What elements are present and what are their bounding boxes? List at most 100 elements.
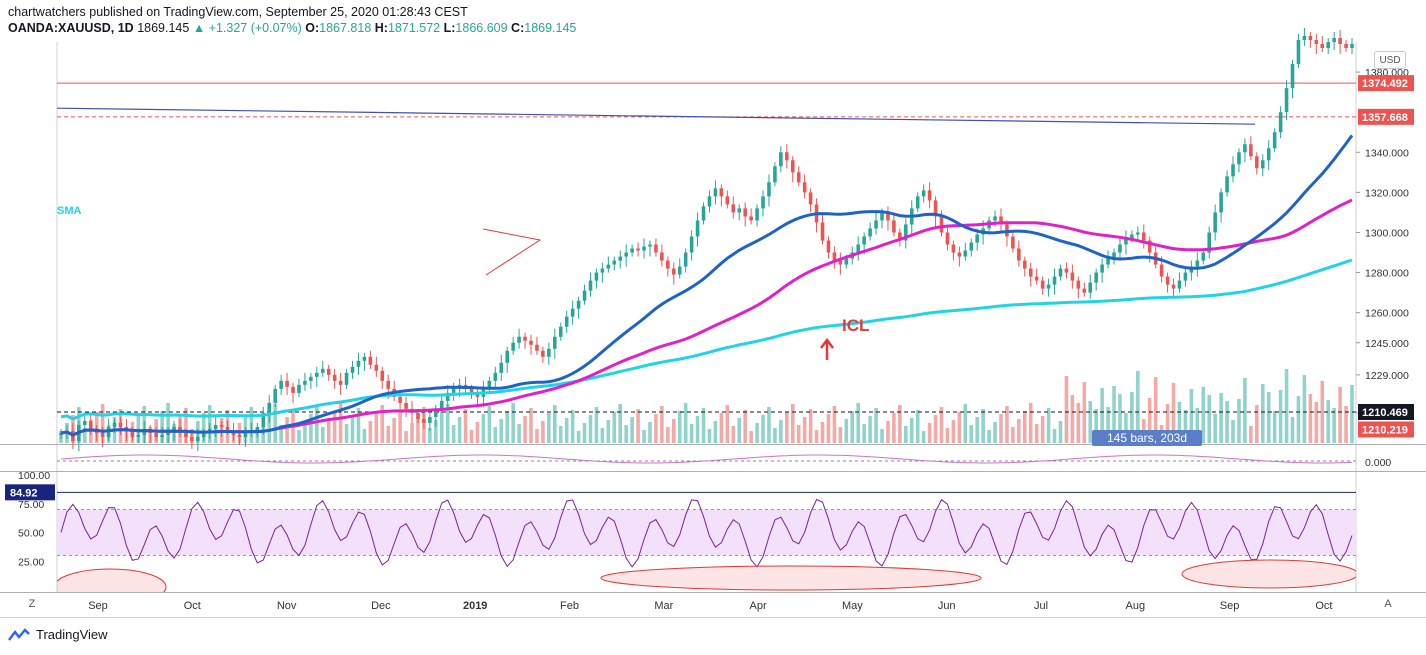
oversold-ellipse [57, 568, 167, 592]
candle-body [683, 252, 688, 267]
price-label-box [1358, 108, 1414, 125]
candle [886, 206, 890, 231]
volume-bar [404, 431, 408, 443]
volume-bar [898, 405, 902, 443]
osc-axis-label: 0.000 [1365, 457, 1391, 469]
icl-arrow-icon [820, 337, 834, 360]
candle [1189, 260, 1194, 281]
candle-body [1266, 148, 1271, 161]
volume-bar [1237, 399, 1241, 443]
oversold-ellipse [600, 565, 982, 591]
volume-bar [880, 429, 884, 443]
candle [618, 250, 623, 269]
volume-bar [773, 428, 777, 443]
candle-body [904, 224, 908, 241]
candle [350, 360, 355, 379]
candle-body [1052, 276, 1057, 285]
volume-bar [457, 417, 462, 443]
volume-bar [874, 408, 878, 443]
candle [677, 258, 682, 279]
candle [689, 230, 694, 261]
candle [1040, 276, 1045, 295]
candle-body [743, 208, 747, 217]
candle [1171, 278, 1176, 299]
candle [826, 236, 831, 259]
volume-bar [927, 423, 932, 443]
candle [1207, 226, 1212, 259]
high-value: 1871.572 [387, 21, 441, 35]
candle [945, 224, 950, 251]
candle [701, 202, 706, 225]
volume-bar [1266, 392, 1271, 443]
zoom-button[interactable]: Z [28, 598, 36, 610]
volume-bar [755, 423, 759, 443]
volume-bar [677, 411, 682, 443]
candle-body [493, 372, 498, 381]
volume-bar [505, 411, 509, 443]
candle-body [630, 248, 634, 253]
volume-bar [434, 420, 438, 443]
volume-bar [987, 430, 991, 443]
volume-bar [439, 412, 444, 443]
time-tick-label: 2019 [463, 600, 487, 612]
candle-body [1219, 192, 1223, 213]
volume-bar [671, 419, 676, 443]
rsi-tick-label: 100.00 [18, 470, 50, 482]
volume-bar [993, 422, 997, 443]
candle-body [1136, 232, 1140, 235]
volume-bar [184, 408, 188, 443]
volume-bar [1070, 395, 1075, 443]
candle [1290, 60, 1295, 99]
candle-body [118, 422, 123, 427]
auto-scale-button[interactable]: A [1384, 598, 1392, 610]
candle-body [1046, 284, 1051, 289]
candle [594, 268, 599, 289]
candle [1302, 27, 1307, 47]
volume-bar [83, 428, 87, 443]
rsi-tick-label: 75.00 [18, 499, 44, 511]
volume-bar [362, 429, 367, 443]
volume-bar [558, 426, 563, 443]
candle [1332, 31, 1336, 51]
candle [1177, 272, 1182, 293]
candle-body [303, 380, 307, 385]
candle [963, 242, 968, 261]
volume-bar [594, 407, 599, 443]
candle-body [564, 316, 569, 327]
rsi-line [60, 498, 1353, 568]
candle [291, 382, 295, 403]
volume-bar [981, 409, 985, 443]
time-tick-label: Apr [750, 600, 767, 612]
candle-body [921, 190, 926, 197]
candle [606, 256, 611, 273]
candle-body [957, 252, 962, 257]
candle [999, 208, 1003, 233]
volume-bar [315, 406, 319, 443]
volume-bar [707, 429, 712, 443]
volume-bar [820, 422, 825, 443]
candle-body [1088, 282, 1093, 293]
currency-button[interactable]: USD [1374, 51, 1406, 69]
volume-bar [416, 415, 420, 443]
volume-bar [886, 421, 890, 443]
candle [1165, 272, 1170, 293]
candle-body [636, 248, 640, 251]
time-tick-label: Mar [654, 600, 673, 612]
candle [779, 146, 783, 173]
candle [1326, 37, 1330, 55]
candle-body [1290, 64, 1295, 89]
price-tick-label: 1260.000 [1365, 308, 1409, 320]
icl-label: ICL [842, 316, 869, 335]
candle-body [606, 264, 611, 269]
volume-bar [547, 413, 551, 443]
candle [749, 208, 753, 225]
candle-body [1130, 234, 1134, 239]
oversold-ellipses [57, 559, 1356, 592]
volume-bar [1183, 410, 1188, 443]
time-tick-label: Aug [1126, 600, 1146, 612]
candle-body [1278, 112, 1283, 133]
candle [731, 196, 736, 219]
volume-bar [309, 414, 313, 443]
candle [1118, 238, 1122, 261]
price-label-box [1358, 75, 1414, 92]
